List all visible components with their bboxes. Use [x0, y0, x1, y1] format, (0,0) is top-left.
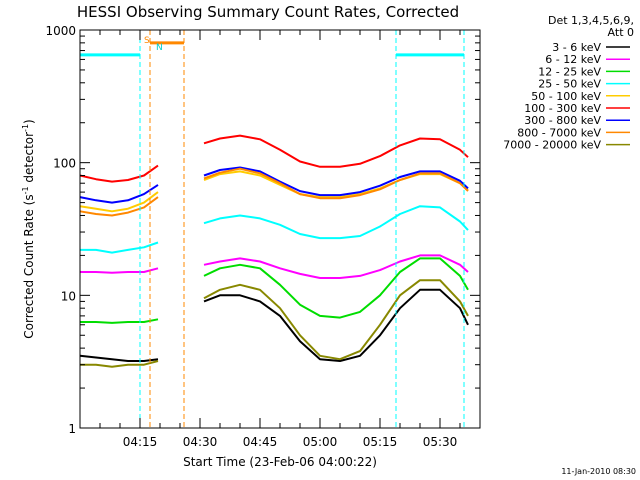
night-marker: N [156, 43, 163, 53]
saa-marker: S [144, 36, 150, 46]
x-tick-label: 04:15 [123, 435, 158, 449]
legend-label: 3 - 6 keV [552, 41, 601, 54]
legend-label: 300 - 800 keV [524, 114, 601, 127]
series-line-5 [79, 191, 159, 213]
series-line-1 [203, 288, 469, 362]
x-tick-label: 05:30 [423, 435, 458, 449]
series-line-8 [79, 196, 159, 217]
x-axis: 04:15 04:30 04:45 05:00 05:15 05:30 [99, 30, 461, 449]
series-line-6 [203, 134, 469, 168]
legend-label: 12 - 25 keV [538, 65, 601, 78]
x-tick-label: 05:00 [303, 435, 338, 449]
series-line-7 [203, 166, 469, 197]
y-tick-label: 10 [61, 289, 76, 303]
x-axis-label: Start Time (23-Feb-06 04:00:22) [183, 455, 377, 469]
legend-label: 100 - 300 keV [524, 102, 601, 115]
x-tick-label: 04:45 [243, 435, 278, 449]
series-line-9 [203, 279, 469, 361]
x-tick-label: 04:30 [183, 435, 218, 449]
legend-header-line1: Det 1,3,4,5,6,9, [548, 14, 634, 27]
annotations [80, 30, 465, 428]
legend-label: 25 - 50 keV [538, 78, 601, 91]
series-line-8 [203, 167, 469, 200]
legend-label: 800 - 7000 keV [517, 126, 601, 139]
series-line-3 [80, 318, 159, 324]
legend-label: 50 - 100 keV [531, 90, 601, 103]
footer-timestamp: 11-Jan-2010 08:30 [561, 467, 636, 476]
series-line-2 [203, 254, 469, 279]
y-tick-label: 1 [68, 422, 76, 436]
series-line-6 [79, 164, 159, 183]
series-line-1 [79, 354, 159, 362]
y-axis-label: Corrected Count Rate (s-1 detector-1) [21, 119, 36, 338]
series-line-4 [80, 241, 159, 254]
chart-title: HESSI Observing Summary Count Rates, Cor… [77, 3, 459, 21]
series-line-2 [80, 267, 159, 274]
y-tick-label: 1000 [45, 24, 76, 38]
y-axis: 1 10 100 1000 [45, 24, 480, 436]
series-line-3 [203, 257, 469, 319]
series-curves [79, 134, 469, 368]
series-line-9 [80, 360, 159, 368]
legend-header-line2: Att 0 [608, 26, 634, 39]
series-line-7 [79, 184, 159, 204]
series-line-4 [203, 205, 469, 240]
legend-label: 7000 - 20000 keV [503, 139, 601, 152]
legend-label: 6 - 12 keV [545, 53, 601, 66]
x-tick-label: 05:15 [363, 435, 398, 449]
y-tick-label: 100 [53, 157, 76, 171]
